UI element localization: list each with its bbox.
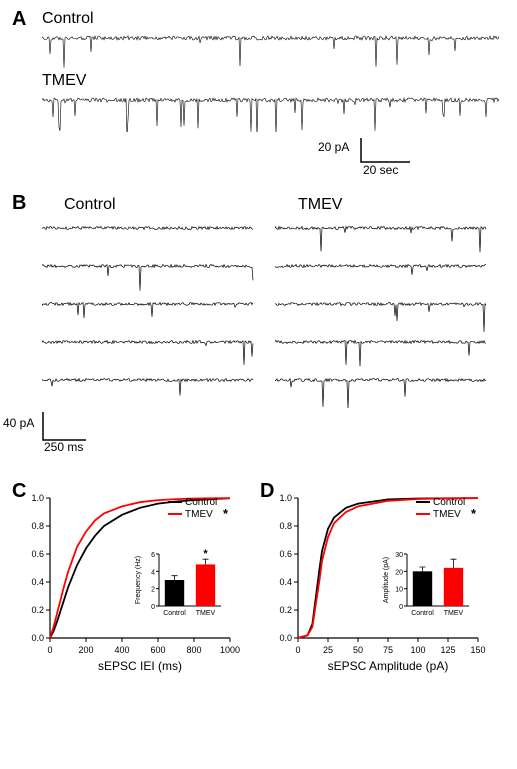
- panel-a-control-label: Control: [42, 10, 94, 28]
- svg-text:30: 30: [395, 552, 403, 559]
- panel-b-tmev-traces: [275, 218, 487, 408]
- svg-text:400: 400: [114, 645, 129, 655]
- panel-b-scale-bar: [42, 412, 88, 442]
- panel-b-scale-h-text: 250 ms: [44, 440, 83, 454]
- svg-text:0.8: 0.8: [279, 521, 292, 531]
- svg-text:600: 600: [150, 645, 165, 655]
- panel-b-label: B: [12, 192, 26, 215]
- svg-text:4: 4: [151, 569, 155, 576]
- svg-text:0.0: 0.0: [279, 633, 292, 643]
- panel-a-label: A: [12, 8, 26, 31]
- panel-b-tmev-label: TMEV: [298, 196, 342, 214]
- panel-b-scale-v-text: 40 pA: [3, 416, 34, 430]
- svg-text:0: 0: [399, 604, 403, 611]
- svg-text:0: 0: [151, 604, 155, 611]
- svg-text:0.8: 0.8: [31, 521, 44, 531]
- svg-text:100: 100: [410, 645, 425, 655]
- panel-a-control-trace: [42, 30, 500, 70]
- svg-text:1.0: 1.0: [31, 493, 44, 503]
- svg-text:0.4: 0.4: [279, 577, 292, 587]
- svg-text:1.0: 1.0: [279, 493, 292, 503]
- svg-text:0.6: 0.6: [31, 549, 44, 559]
- panel-a-scale-v-text: 20 pA: [318, 140, 349, 154]
- panel-a-tmev-trace: [42, 92, 500, 132]
- svg-text:TMEV: TMEV: [433, 509, 461, 520]
- svg-text:0.0: 0.0: [31, 633, 44, 643]
- svg-text:0.4: 0.4: [31, 577, 44, 587]
- svg-text:0.6: 0.6: [279, 549, 292, 559]
- panel-a-tmev-label: TMEV: [42, 72, 86, 90]
- svg-text:0.2: 0.2: [279, 605, 292, 615]
- svg-text:2: 2: [151, 587, 155, 594]
- svg-text:800: 800: [186, 645, 201, 655]
- svg-text:200: 200: [78, 645, 93, 655]
- svg-text:Control: Control: [185, 497, 217, 508]
- svg-text:125: 125: [440, 645, 455, 655]
- svg-text:TMEV: TMEV: [444, 610, 464, 617]
- svg-text:Frequency (Hz): Frequency (Hz): [135, 556, 142, 604]
- panel-c-chart: 0 200 400 600 800 1000 0.0 0.2 0.4 0.6 0.8 1.0 sEPSC…: [20, 488, 260, 728]
- svg-text:0: 0: [47, 645, 52, 655]
- svg-text:Amplitude (pA): Amplitude (pA): [383, 557, 390, 603]
- svg-text:Control: Control: [163, 610, 186, 617]
- svg-text:Control: Control: [433, 497, 465, 508]
- svg-text:25: 25: [323, 645, 333, 655]
- svg-text:10: 10: [395, 587, 403, 594]
- svg-text:1000: 1000: [220, 645, 240, 655]
- svg-text:Control: Control: [411, 610, 434, 617]
- svg-text:75: 75: [383, 645, 393, 655]
- panel-b-control-traces: [42, 218, 254, 408]
- svg-text:6: 6: [151, 552, 155, 559]
- panel-a-scale-h-text: 20 sec: [363, 163, 398, 177]
- panel-b-control-label: Control: [64, 196, 116, 214]
- svg-text:sEPSC Amplitude (pA): sEPSC Amplitude (pA): [328, 659, 449, 673]
- svg-text:50: 50: [353, 645, 363, 655]
- panel-a-scale-bar: [360, 138, 412, 164]
- svg-text:150: 150: [470, 645, 485, 655]
- svg-text:*: *: [471, 506, 477, 521]
- svg-text:0: 0: [295, 645, 300, 655]
- svg-text:*: *: [203, 548, 208, 560]
- svg-text:TMEV: TMEV: [185, 509, 213, 520]
- svg-text:0.2: 0.2: [31, 605, 44, 615]
- svg-text:sEPSC IEI (ms): sEPSC IEI (ms): [98, 659, 182, 673]
- svg-text:TMEV: TMEV: [196, 610, 216, 617]
- panel-d-chart: 02550751001251500.00.20.40.60.81.0sEPSC …: [268, 488, 508, 728]
- svg-text:20: 20: [395, 569, 403, 576]
- svg-text:*: *: [223, 506, 229, 521]
